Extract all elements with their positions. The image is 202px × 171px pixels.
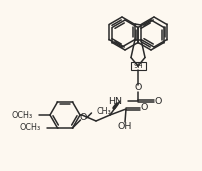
Text: HN: HN (108, 96, 122, 106)
Text: 9H: 9H (133, 63, 143, 69)
Text: OCH₃: OCH₃ (12, 110, 33, 120)
Bar (130, 62, 145, 70)
Text: O: O (80, 114, 87, 122)
Text: CH₃: CH₃ (97, 108, 111, 116)
Text: OH: OH (118, 122, 132, 131)
Text: O: O (134, 83, 142, 93)
Text: O: O (140, 103, 148, 113)
Text: OCH₃: OCH₃ (19, 123, 40, 133)
Text: O: O (154, 96, 162, 106)
